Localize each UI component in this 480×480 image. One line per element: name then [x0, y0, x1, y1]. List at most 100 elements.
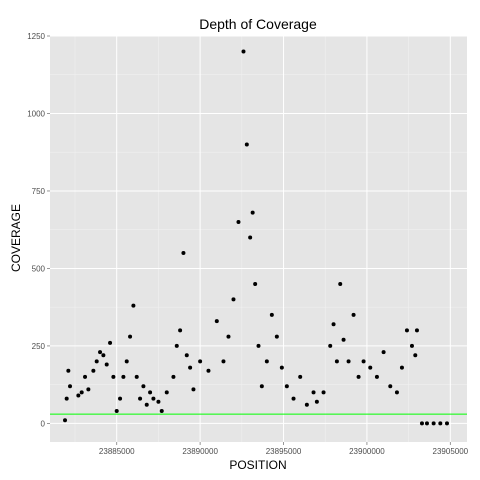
y-tick-label: 1000 — [27, 109, 45, 118]
data-point — [298, 374, 303, 379]
data-point — [284, 384, 289, 389]
data-point — [334, 359, 339, 364]
data-point — [171, 374, 176, 379]
data-point — [361, 359, 366, 364]
data-point — [269, 312, 274, 317]
data-point — [419, 421, 424, 426]
data-point — [101, 353, 106, 358]
x-axis: 23885000 23890000 23895000 23900000 23905000 — [99, 442, 469, 456]
data-point — [388, 384, 393, 389]
data-point — [184, 353, 189, 358]
data-point — [148, 390, 153, 395]
data-point — [424, 421, 429, 426]
data-point — [94, 359, 99, 364]
data-point — [68, 384, 73, 389]
data-point — [83, 374, 88, 379]
data-point — [256, 343, 261, 348]
y-tick-label: 500 — [32, 264, 46, 273]
y-tick-label: 0 — [41, 419, 46, 428]
data-point — [394, 390, 399, 395]
data-point — [118, 396, 123, 401]
data-point — [431, 421, 436, 426]
data-point — [178, 328, 183, 333]
data-point — [314, 399, 319, 404]
data-point — [221, 359, 226, 364]
data-point — [226, 334, 231, 339]
data-point — [409, 343, 414, 348]
data-point — [236, 219, 241, 224]
x-axis-title: POSITION — [229, 458, 286, 472]
data-point — [356, 374, 361, 379]
x-tick-label: 23905000 — [433, 447, 469, 456]
data-point — [413, 353, 418, 358]
data-point — [191, 387, 196, 392]
data-point — [231, 297, 236, 302]
data-point — [321, 390, 326, 395]
data-point — [341, 337, 346, 342]
data-point — [291, 396, 296, 401]
data-point — [156, 399, 161, 404]
data-points — [63, 49, 449, 426]
data-point — [374, 374, 379, 379]
y-tick-label: 750 — [32, 187, 46, 196]
data-point — [253, 281, 258, 286]
plot-panel — [50, 36, 467, 442]
data-point — [174, 343, 179, 348]
data-point — [144, 402, 149, 407]
data-point — [214, 319, 219, 324]
data-point — [159, 409, 164, 414]
data-point — [404, 328, 409, 333]
data-point — [124, 359, 129, 364]
data-point — [444, 421, 449, 426]
data-point — [181, 250, 186, 255]
data-point — [104, 362, 109, 367]
data-point — [131, 303, 136, 308]
data-point — [250, 210, 255, 215]
data-point — [311, 390, 316, 395]
data-point — [351, 312, 356, 317]
data-point — [381, 350, 386, 355]
data-point — [331, 322, 336, 327]
data-point — [79, 390, 84, 395]
data-point — [98, 350, 103, 355]
data-point — [414, 328, 419, 333]
data-point — [338, 281, 343, 286]
y-axis: 0 250 500 750 1000 1250 — [27, 32, 50, 428]
x-tick-label: 23900000 — [349, 447, 385, 456]
data-point — [121, 374, 126, 379]
data-point — [241, 49, 246, 54]
data-point — [66, 368, 71, 373]
data-point — [399, 365, 404, 370]
data-point — [279, 365, 284, 370]
y-tick-label: 1250 — [27, 32, 45, 41]
data-point — [76, 393, 81, 398]
x-tick-label: 23895000 — [266, 447, 302, 456]
data-point — [128, 334, 133, 339]
grid-minor — [50, 36, 467, 442]
data-point — [63, 418, 68, 423]
data-point — [114, 409, 119, 414]
data-point — [206, 368, 211, 373]
data-point — [368, 365, 373, 370]
x-tick-label: 23890000 — [182, 447, 218, 456]
data-point — [164, 390, 169, 395]
data-point — [264, 359, 269, 364]
data-point — [91, 368, 96, 373]
data-point — [304, 402, 309, 407]
data-point — [328, 343, 333, 348]
data-point — [108, 340, 113, 345]
data-point — [244, 142, 249, 147]
data-point — [188, 365, 193, 370]
data-point — [248, 235, 253, 240]
chart-title: Depth of Coverage — [199, 16, 317, 32]
y-tick-label: 250 — [32, 342, 46, 351]
data-point — [134, 374, 139, 379]
data-point — [198, 359, 203, 364]
data-point — [64, 396, 69, 401]
data-point — [86, 387, 91, 392]
data-point — [346, 359, 351, 364]
x-tick-label: 23885000 — [99, 447, 135, 456]
data-point — [111, 374, 116, 379]
data-point — [259, 384, 264, 389]
